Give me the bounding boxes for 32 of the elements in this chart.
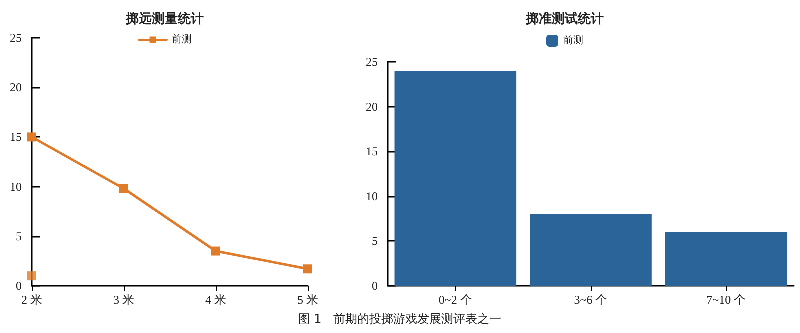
x-tick-label: 7~10 个 bbox=[706, 293, 746, 307]
bar bbox=[530, 214, 652, 286]
point bbox=[28, 132, 36, 142]
y-tick-label: 10 bbox=[366, 189, 378, 204]
chart-title: 掷准测试统计 bbox=[525, 11, 604, 27]
y-tick-label: 25 bbox=[10, 31, 22, 45]
x-tick-label: 4 米 bbox=[206, 293, 226, 307]
bar bbox=[394, 70, 517, 286]
y-tick-label: 5 bbox=[16, 229, 22, 244]
y-tick-label: 20 bbox=[10, 80, 22, 95]
y-tick-label: 10 bbox=[10, 180, 22, 194]
point bbox=[28, 272, 36, 281]
point bbox=[120, 184, 128, 194]
y-tick-label: 15 bbox=[10, 130, 22, 144]
legend-label: 前测 bbox=[172, 34, 192, 46]
y-tick-label: 25 bbox=[366, 55, 378, 69]
y-tick-label: 0 bbox=[16, 279, 22, 293]
bar bbox=[665, 232, 788, 286]
x-tick-label: 3 米 bbox=[114, 293, 134, 307]
x-tick-label: 3~6 个 bbox=[574, 293, 608, 307]
point bbox=[304, 264, 312, 274]
y-tick-label: 20 bbox=[366, 100, 378, 114]
chart-title: 掷远测量统计 bbox=[125, 11, 204, 27]
x-tick-label: 2 米 bbox=[22, 293, 42, 307]
y-tick-label: 15 bbox=[366, 144, 378, 159]
x-tick-label: 0~2 个 bbox=[438, 293, 472, 307]
caption: 图 1 前期的投掷游戏发展测评表之一 bbox=[297, 311, 503, 328]
y-tick-label: 5 bbox=[372, 234, 378, 248]
point bbox=[212, 246, 220, 256]
legend-label: 前测 bbox=[564, 34, 584, 46]
y-tick-label: 0 bbox=[372, 279, 378, 293]
x-tick-label: 5 米 bbox=[298, 293, 318, 307]
